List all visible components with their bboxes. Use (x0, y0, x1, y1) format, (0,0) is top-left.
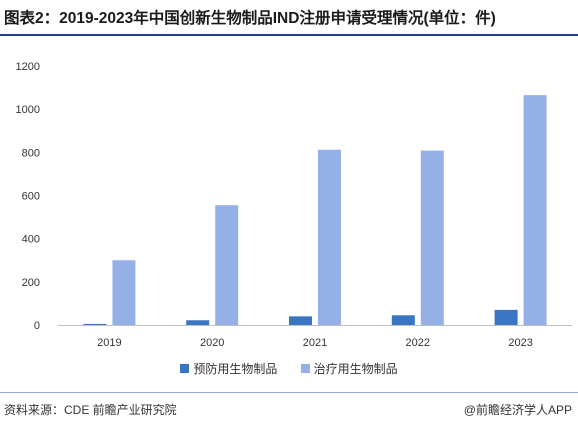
x-tick-label: 2022 (406, 337, 430, 349)
chart-bars (83, 95, 547, 325)
chart-legend: 预防用生物制品 治疗用生物制品 (0, 360, 578, 377)
x-tick-label: 2019 (97, 337, 121, 349)
bar-therapeutic-2019 (112, 260, 136, 325)
x-tick-label: 2023 (508, 337, 532, 349)
x-tick-label: 2020 (200, 337, 224, 349)
bar-therapeutic-2022 (420, 150, 444, 325)
chart-axes: 0 200 400 600 800 1000 1200 2019 2020 2021 2022 202… (16, 61, 572, 349)
legend-item-therapeutic: 治疗用生物制品 (300, 360, 398, 377)
bar-preventive-2020 (186, 320, 210, 325)
legend-swatch-preventive (180, 364, 190, 373)
y-tick-label: 200 (22, 277, 40, 289)
bar-preventive-2019 (83, 323, 107, 325)
legend-item-preventive: 预防用生物制品 (180, 360, 277, 377)
chart-title: 图表2：2019-2023年中国创新生物制品IND注册申请受理情况(单位：件) (4, 10, 496, 27)
y-tick-label: 400 (22, 234, 40, 246)
y-tick-label: 800 (22, 147, 40, 159)
bar-therapeutic-2023 (523, 95, 547, 325)
legend-label-preventive: 预防用生物制品 (193, 362, 278, 376)
y-tick-label: 0 (34, 320, 40, 332)
bar-preventive-2021 (289, 316, 312, 325)
bar-preventive-2023 (494, 309, 518, 325)
legend-swatch-therapeutic (300, 364, 310, 373)
bar-therapeutic-2021 (318, 149, 341, 325)
bar-therapeutic-2020 (215, 205, 239, 325)
bar-preventive-2022 (391, 315, 415, 325)
x-tick-label: 2021 (303, 337, 327, 349)
y-tick-label: 1000 (16, 104, 40, 116)
legend-label-therapeutic: 治疗用生物制品 (313, 362, 398, 376)
brand-credit: @前瞻经济学人APP (463, 403, 572, 417)
title-underline (0, 34, 578, 36)
footer-divider (0, 392, 578, 393)
y-tick-label: 600 (22, 191, 40, 203)
y-tick-label: 1200 (16, 61, 40, 73)
source-note: 资料来源：CDE 前瞻产业研究院 (4, 403, 177, 417)
